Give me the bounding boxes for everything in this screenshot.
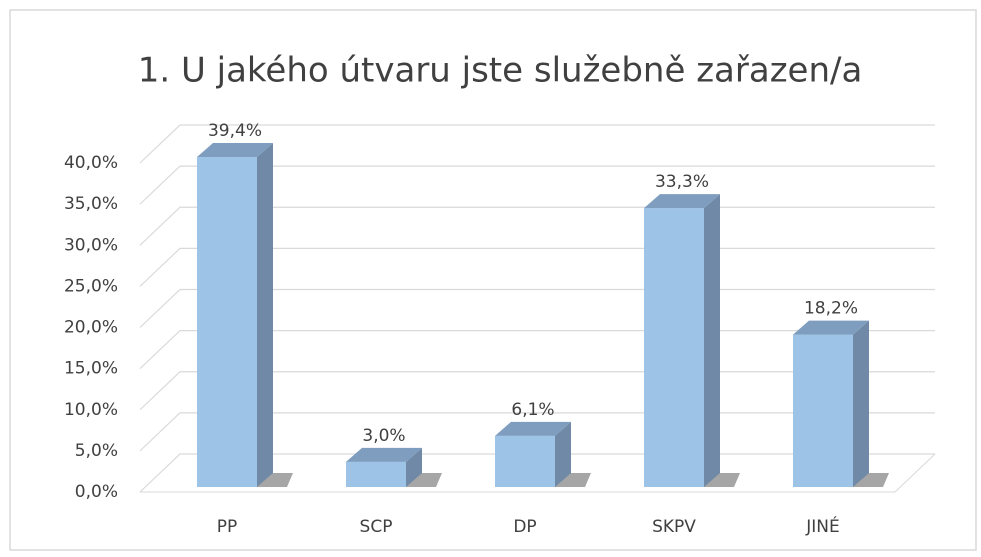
grid-line — [139, 165, 935, 205]
data-label: 6,1% — [511, 400, 554, 420]
bar-side — [704, 194, 720, 488]
x-tick-label: PP — [217, 517, 238, 537]
bar — [644, 208, 704, 488]
y-tick-label: 25,0% — [64, 276, 118, 296]
y-tick-label: 20,0% — [64, 318, 118, 338]
bar-side — [406, 447, 422, 487]
bar-side — [555, 421, 571, 487]
y-tick-label: 35,0% — [64, 194, 118, 214]
bar-top — [346, 447, 422, 462]
bar — [346, 461, 406, 487]
x-tick-label: DP — [513, 517, 536, 537]
bar — [197, 157, 257, 487]
data-label: 3,0% — [362, 426, 405, 446]
y-tick-label: 0,0% — [75, 482, 118, 502]
y-tick-label: 30,0% — [64, 235, 118, 255]
data-label: 18,2% — [804, 299, 858, 319]
bar-side — [853, 320, 869, 487]
x-tick-label: SCP — [360, 517, 393, 537]
y-tick-label: 15,0% — [64, 359, 118, 379]
x-tick-label: SKPV — [652, 517, 696, 537]
y-tick-label: 40,0% — [64, 153, 118, 173]
data-label: 33,3% — [655, 172, 709, 192]
y-tick-label: 10,0% — [64, 400, 118, 420]
bar-top — [793, 320, 869, 335]
bar — [793, 334, 853, 487]
y-tick-label: 5,0% — [75, 441, 118, 461]
floor — [140, 453, 936, 493]
grid-line — [139, 124, 935, 164]
bar-side — [257, 143, 273, 487]
bar — [495, 435, 555, 487]
chart-title: 1. U jakého útvaru jste služebně zařazen… — [138, 51, 863, 91]
data-label: 39,4% — [208, 121, 262, 141]
bar-top — [495, 421, 571, 436]
bar-top — [197, 143, 273, 158]
bar-top — [644, 194, 720, 209]
x-tick-label: JINÉ — [805, 515, 840, 537]
